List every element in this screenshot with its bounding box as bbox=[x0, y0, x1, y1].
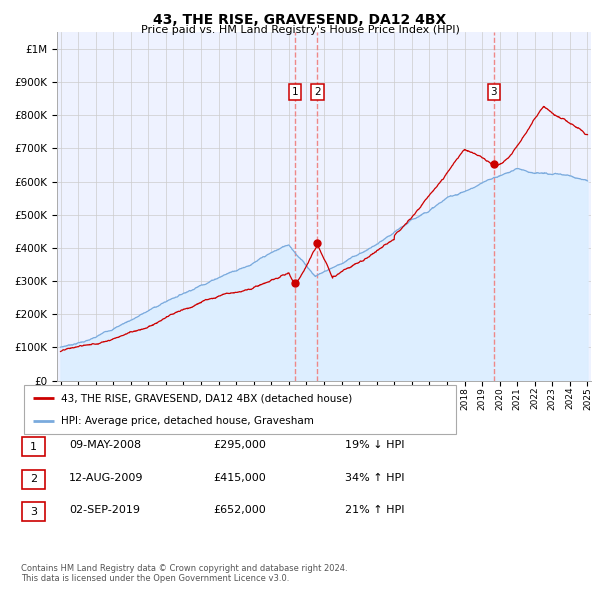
Text: 1: 1 bbox=[30, 442, 37, 451]
Text: 19% ↓ HPI: 19% ↓ HPI bbox=[345, 441, 404, 450]
Text: 2: 2 bbox=[314, 87, 320, 97]
Text: 2: 2 bbox=[30, 474, 37, 484]
Text: £415,000: £415,000 bbox=[213, 473, 266, 483]
Text: 34% ↑ HPI: 34% ↑ HPI bbox=[345, 473, 404, 483]
Text: HPI: Average price, detached house, Gravesham: HPI: Average price, detached house, Grav… bbox=[61, 415, 314, 425]
Text: Price paid vs. HM Land Registry's House Price Index (HPI): Price paid vs. HM Land Registry's House … bbox=[140, 25, 460, 35]
Text: 12-AUG-2009: 12-AUG-2009 bbox=[69, 473, 143, 483]
Text: £295,000: £295,000 bbox=[213, 441, 266, 450]
Text: 1: 1 bbox=[292, 87, 299, 97]
Text: 02-SEP-2019: 02-SEP-2019 bbox=[69, 506, 140, 515]
Text: 3: 3 bbox=[491, 87, 497, 97]
Text: 21% ↑ HPI: 21% ↑ HPI bbox=[345, 506, 404, 515]
Text: 43, THE RISE, GRAVESEND, DA12 4BX: 43, THE RISE, GRAVESEND, DA12 4BX bbox=[154, 13, 446, 27]
Text: 43, THE RISE, GRAVESEND, DA12 4BX (detached house): 43, THE RISE, GRAVESEND, DA12 4BX (detac… bbox=[61, 394, 352, 404]
Text: 09-MAY-2008: 09-MAY-2008 bbox=[69, 441, 141, 450]
Text: £652,000: £652,000 bbox=[213, 506, 266, 515]
Text: Contains HM Land Registry data © Crown copyright and database right 2024.
This d: Contains HM Land Registry data © Crown c… bbox=[21, 563, 347, 583]
Text: 3: 3 bbox=[30, 507, 37, 516]
